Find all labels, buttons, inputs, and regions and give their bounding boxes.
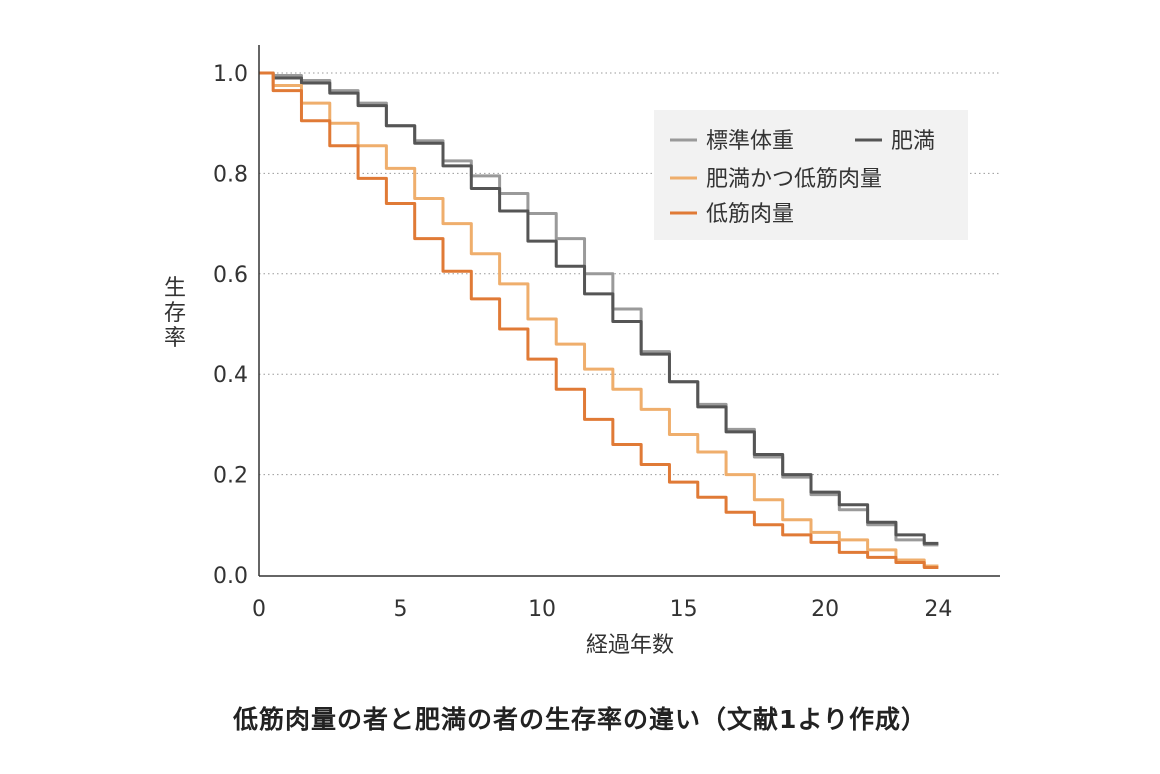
legend-label: 肥満かつ低筋肉量 [706,167,882,192]
y-axis-label: 生存率 [164,276,186,351]
y-axis-label-char: 率 [164,326,186,351]
series-lines [259,71,939,569]
series-line [259,71,939,545]
axes [258,45,1000,577]
y-axis-label-char: 存 [164,301,186,326]
legend-box [654,110,968,240]
tick-labels: 0.0 0.2 0.4 0.6 0.8 1.0 0 5 10 15 20 24 [213,62,952,622]
legend-label: 標準体重 [706,129,794,154]
legend-label: 肥満 [891,129,935,154]
x-axis-label: 経過年数 [586,633,674,658]
y-tick-label: 0.8 [213,162,248,187]
y-tick-label: 1.0 [213,62,248,87]
y-tick-label: 0.0 [213,564,248,589]
y-tick-label: 0.4 [213,363,248,388]
x-tick-label: 0 [252,597,266,622]
y-tick-label: 0.6 [213,263,248,288]
survival-chart: 0.0 0.2 0.4 0.6 0.8 1.0 0 5 10 15 20 24 標準体重 肥満肥満かつ低… [164,45,1000,658]
x-tick-label: 15 [670,597,698,622]
figure-caption: 低筋肉量の者と肥満の者の生存率の違い（文献1より作成） [233,705,927,734]
x-tick-label: 20 [811,597,839,622]
series-line [259,71,939,547]
y-tick-label: 0.2 [213,464,248,489]
series-line [259,71,939,568]
series-line [259,71,939,569]
legend-label: 低筋肉量 [706,202,794,227]
x-tick-label: 10 [528,597,556,622]
x-tick-label: 5 [394,597,408,622]
x-tick-label: 24 [924,597,952,622]
y-axis-label-char: 生 [164,276,186,301]
